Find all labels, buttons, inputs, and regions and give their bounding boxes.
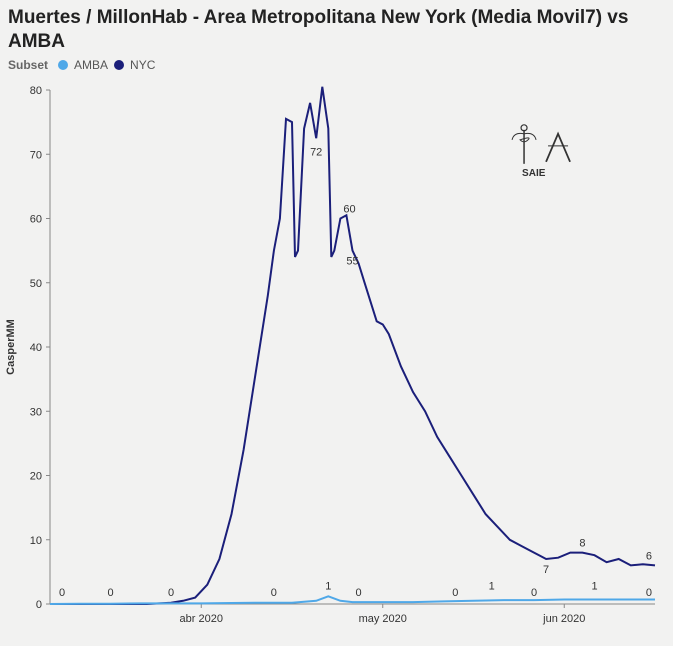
svg-text:1: 1 [591, 581, 597, 593]
chart-svg: 01020304050607080abr 2020may 2020jun 202… [0, 80, 673, 640]
svg-text:0: 0 [355, 587, 361, 599]
svg-text:may 2020: may 2020 [359, 613, 407, 625]
chart-title: Muertes / MillonHab - Area Metropolitana… [8, 6, 648, 54]
svg-text:0: 0 [646, 587, 652, 599]
legend: Subset AMBA NYC [8, 58, 155, 72]
svg-text:10: 10 [30, 535, 42, 547]
svg-text:jun 2020: jun 2020 [542, 613, 585, 625]
chart-area: 01020304050607080abr 2020may 2020jun 202… [0, 80, 673, 640]
svg-text:20: 20 [30, 471, 42, 483]
svg-text:1: 1 [489, 581, 495, 593]
svg-text:50: 50 [30, 278, 42, 290]
legend-item-amba: AMBA [74, 58, 108, 72]
svg-text:80: 80 [30, 85, 42, 97]
svg-text:0: 0 [59, 587, 65, 599]
svg-text:30: 30 [30, 406, 42, 418]
svg-text:60: 60 [343, 204, 355, 216]
svg-text:72: 72 [310, 146, 322, 158]
svg-text:6: 6 [646, 550, 652, 562]
svg-text:40: 40 [30, 342, 42, 354]
legend-swatch-amba [58, 60, 68, 70]
svg-text:0: 0 [36, 599, 42, 611]
svg-text:SAIE: SAIE [522, 168, 546, 179]
svg-text:0: 0 [107, 587, 113, 599]
svg-text:8: 8 [579, 538, 585, 550]
svg-text:55: 55 [346, 256, 358, 268]
legend-swatch-nyc [114, 60, 124, 70]
svg-text:0: 0 [271, 587, 277, 599]
chart-container: Muertes / MillonHab - Area Metropolitana… [0, 0, 673, 646]
svg-text:7: 7 [543, 564, 549, 576]
svg-text:0: 0 [452, 587, 458, 599]
svg-text:70: 70 [30, 149, 42, 161]
legend-label: Subset [8, 58, 48, 72]
svg-text:0: 0 [531, 587, 537, 599]
svg-text:abr 2020: abr 2020 [180, 613, 223, 625]
svg-text:1: 1 [325, 581, 331, 593]
svg-text:CasperMM: CasperMM [5, 319, 17, 375]
svg-text:0: 0 [168, 587, 174, 599]
svg-text:60: 60 [30, 214, 42, 226]
legend-item-nyc: NYC [130, 58, 155, 72]
